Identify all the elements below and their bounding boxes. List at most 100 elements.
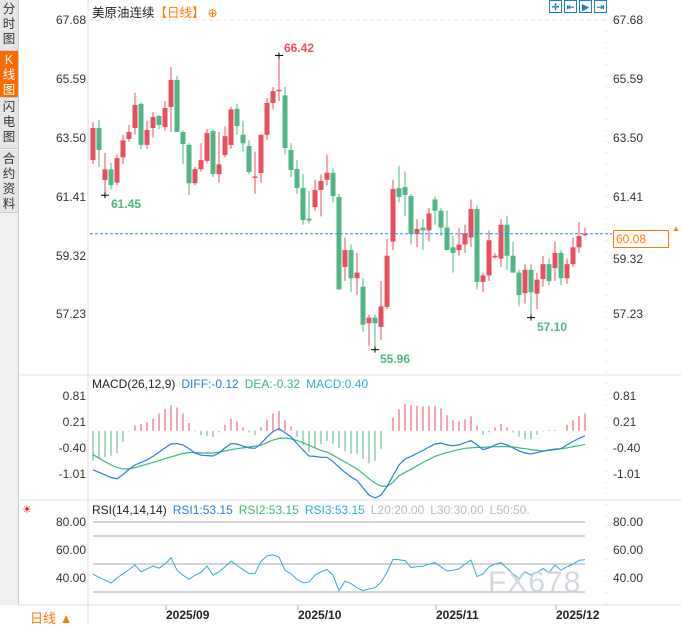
candle-body	[552, 252, 558, 269]
candle-body	[432, 199, 438, 211]
rsi-tick-right: 60.00	[613, 543, 644, 557]
chart-title: 美原油连续【日线】 ⊕	[92, 2, 218, 21]
candle-body	[168, 79, 174, 107]
rsi-tick-left: 40.00	[55, 571, 86, 585]
price-tick-right: 65.59	[613, 72, 644, 86]
candle-body	[222, 136, 228, 156]
candle-body	[480, 275, 486, 282]
candle-body	[114, 158, 120, 183]
candle-body	[108, 169, 114, 186]
candle-body	[444, 227, 450, 251]
price-tick-left: 67.68	[55, 13, 86, 27]
tab-kline[interactable]: K线图	[0, 51, 18, 98]
low-marker-label: 61.45	[111, 197, 142, 211]
candle-body	[126, 131, 132, 139]
candle-body	[486, 240, 492, 276]
price-tick-left: 59.32	[55, 249, 86, 263]
period-selector-button[interactable]: 日线 ▲	[30, 611, 73, 626]
date-label: 2025/09	[166, 608, 210, 622]
price-tick-left: 65.59	[55, 72, 86, 86]
candle-body	[540, 264, 546, 280]
tab-flash-chart[interactable]: 闪电图	[0, 98, 18, 149]
macd-legend: MACD(26,12,9) DIFF:-0.12 DEA:-0.32 MACD:0.4…	[92, 377, 374, 391]
candle-body	[312, 189, 318, 208]
candle-body	[132, 104, 138, 129]
indicator-settings-icon[interactable]: ☀	[22, 504, 32, 516]
candle-body	[162, 108, 168, 127]
price-tick-left: 63.50	[55, 131, 86, 145]
diff-line	[92, 427, 586, 499]
candle-body	[336, 196, 342, 290]
candle-body	[504, 224, 510, 256]
candle-body	[330, 172, 336, 197]
candle-body	[270, 91, 276, 103]
macd-value: MACD:0.40	[306, 377, 369, 391]
candle-body	[186, 144, 192, 184]
candle-body	[402, 187, 408, 195]
macd-dea-value: DEA:-0.32	[244, 377, 301, 391]
candle-body	[174, 79, 180, 132]
candle-body	[468, 209, 474, 238]
candle-body	[264, 102, 270, 135]
macd-tick-right: -0.40	[613, 441, 641, 455]
candle-body	[258, 134, 264, 174]
candle-body	[576, 236, 582, 248]
candle-body	[516, 272, 522, 296]
tab-contract-info[interactable]: 合约资料	[0, 150, 18, 213]
candle-body	[564, 264, 570, 279]
candle-body	[462, 233, 468, 245]
candle-body	[288, 149, 294, 170]
rsi-tick-right: 40.00	[613, 571, 644, 585]
candle-body	[240, 134, 246, 144]
price-tick-right: 59.32	[613, 252, 644, 266]
candle-body	[120, 140, 126, 158]
price-tick-right: 61.41	[613, 190, 644, 204]
candle-body	[510, 255, 516, 273]
period-label: 【日线】	[154, 6, 205, 20]
candle-body	[438, 210, 444, 228]
macd-diff-value: DIFF:-0.12	[181, 377, 239, 391]
circle-plus-icon[interactable]: ⊕	[207, 6, 218, 20]
price-tick-left: 61.41	[55, 190, 86, 204]
candle-body	[282, 95, 288, 148]
low-marker-label: 57.10	[537, 320, 568, 334]
candle-body	[492, 255, 498, 258]
candle-body	[144, 129, 150, 145]
crosshair-icon[interactable]: ✛	[549, 0, 562, 13]
macd-tick-left: -0.40	[58, 441, 86, 455]
candle-body	[228, 109, 234, 145]
high-marker-label: 66.42	[284, 41, 315, 55]
candle-body	[534, 279, 540, 294]
rsi2-value: RSI2:53.15	[238, 503, 299, 517]
macd-tick-right: 0.81	[613, 389, 637, 403]
l50-value: L50:50.	[489, 503, 530, 517]
fit-left-icon[interactable]: ⇤	[564, 0, 577, 13]
play-right-icon[interactable]: ▶	[579, 0, 592, 13]
date-label: 2025/10	[298, 608, 342, 622]
candle-body	[456, 244, 462, 251]
candle-body	[300, 187, 306, 221]
candle-body	[294, 169, 300, 188]
rsi-line	[92, 554, 586, 592]
price-tick-right: 67.68	[613, 13, 644, 27]
candle-body	[192, 169, 198, 184]
jump-end-icon[interactable]: ⇥	[594, 0, 607, 13]
macd-tick-left: 0.21	[62, 415, 86, 429]
rsi1-value: RSI1:53.15	[172, 503, 233, 517]
candle-body	[522, 269, 528, 294]
date-label: 2025/11	[436, 608, 479, 622]
sidebar: 分时图 K线图 闪电图 合约资料	[0, 0, 19, 605]
candle-body	[558, 252, 564, 279]
candle-body	[450, 247, 456, 253]
tab-time-sharing[interactable]: 分时图	[0, 0, 18, 51]
price-tick-left: 57.23	[55, 307, 86, 321]
rsi-tick-left: 80.00	[55, 515, 86, 529]
instrument-name: 美原油连续	[92, 6, 155, 20]
rsi-legend: RSI(14,14,14) RSI1:53.15 RSI2:53.15 RSI3:53…	[92, 503, 536, 517]
rsi-tick-left: 60.00	[55, 543, 86, 557]
candle-body	[306, 218, 312, 221]
candle-body	[384, 255, 390, 307]
candle-body	[90, 128, 96, 161]
candle-body	[318, 180, 324, 190]
